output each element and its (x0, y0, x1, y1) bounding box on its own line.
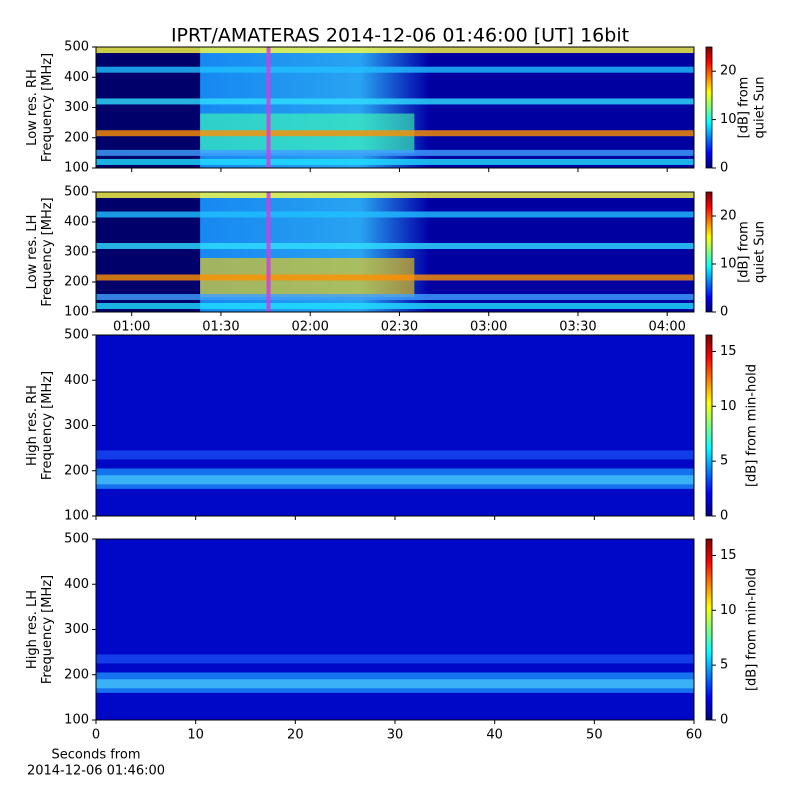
colorbar-tick-label: 15 (720, 548, 737, 563)
colorbar (705, 538, 713, 721)
spectrogram-texture (96, 130, 694, 137)
x-tick-label: 10 (187, 728, 204, 743)
spectrogram-texture (96, 294, 694, 300)
spectrogram-texture (96, 211, 694, 218)
y-tick-label: 500 (64, 40, 89, 55)
spectrogram-texture (96, 158, 694, 165)
spectrogram-texture (96, 450, 694, 460)
y-axis-label: Frequency [MHz] (40, 371, 55, 480)
x-tick-label: 30 (387, 728, 404, 743)
colorbar-tick-label: 5 (720, 658, 728, 673)
y-tick-label: 200 (64, 463, 89, 478)
colorbar-tick-label: 5 (720, 454, 728, 469)
y-tick-label: 400 (64, 373, 89, 388)
spectrogram-texture (96, 66, 694, 73)
y-tick-label: 300 (64, 622, 89, 637)
x-tick-label: 03:00 (470, 320, 507, 335)
spectrogram-texture (96, 47, 201, 168)
colorbar-tick-label: 10 (720, 257, 737, 272)
y-tick-label: 400 (64, 577, 89, 592)
spectrogram-texture (96, 149, 694, 156)
spectrogram-texture (96, 192, 694, 198)
y-tick-label: 100 (64, 161, 89, 176)
spectrogram-texture (96, 654, 694, 664)
y-axis-label: Low res. RH (25, 69, 40, 146)
colorbar-label: [dB] from (737, 77, 752, 139)
colorbar-tick-label: 10 (720, 399, 737, 414)
x-axis-label: 2014-12-06 01:46:00 (27, 764, 165, 779)
spectrogram-texture (96, 274, 694, 281)
y-axis-label: Frequency [MHz] (40, 197, 55, 306)
y-tick-label: 200 (64, 275, 89, 290)
spectrogram-texture (96, 303, 694, 309)
x-tick-label: 40 (486, 728, 503, 743)
colorbar-label: quiet Sun (753, 76, 768, 138)
spectrogram-texture (96, 243, 694, 249)
x-tick-label: 01:00 (113, 320, 150, 335)
y-tick-label: 100 (64, 713, 89, 728)
colorbar-label: [dB] from min-hold (745, 364, 760, 487)
colorbar-tick-label: 0 (720, 305, 728, 320)
x-tick-label: 03:30 (559, 320, 596, 335)
spectrogram-texture (96, 679, 694, 689)
y-axis-label: Frequency [MHz] (40, 575, 55, 684)
x-axis-label: Seconds from (51, 748, 140, 763)
x-tick-label: 02:30 (381, 320, 418, 335)
y-tick-label: 100 (64, 509, 89, 524)
spectrogram-texture (96, 98, 694, 105)
colorbar-tick-label: 0 (720, 161, 728, 176)
y-tick-label: 300 (64, 245, 89, 260)
x-tick-label: 20 (287, 728, 304, 743)
x-tick-label: 01:30 (202, 320, 239, 335)
y-tick-label: 400 (64, 70, 89, 85)
y-axis-label: Frequency [MHz] (40, 53, 55, 162)
y-tick-label: 200 (64, 130, 89, 145)
colorbar (705, 334, 713, 517)
colorbar-tick-label: 10 (720, 112, 737, 127)
colorbar-tick-label: 0 (720, 509, 728, 524)
spectrogram-texture (96, 475, 694, 485)
y-axis-label: High res. LH (25, 590, 40, 669)
y-tick-label: 100 (64, 305, 89, 320)
y-axis-label: High res. RH (25, 385, 40, 466)
x-tick-label: 02:00 (291, 320, 328, 335)
colorbar-tick-label: 0 (720, 713, 728, 728)
y-tick-label: 500 (64, 328, 89, 343)
colorbar (705, 46, 713, 169)
y-tick-label: 200 (64, 667, 89, 682)
spectrogram-background (96, 335, 694, 516)
y-tick-label: 500 (64, 532, 89, 547)
colorbar-tick-label: 15 (720, 344, 737, 359)
colorbar-label: [dB] from min-hold (745, 568, 760, 691)
figure-title: IPRT/AMATERAS 2014-12-06 01:46:00 [UT] 1… (171, 25, 629, 47)
x-tick-label: 04:00 (648, 320, 685, 335)
colorbar-label: [dB] from (737, 221, 752, 283)
colorbar (705, 191, 713, 313)
y-tick-label: 300 (64, 418, 89, 433)
colorbar-label: quiet Sun (753, 221, 768, 283)
y-axis-label: Low res. LH (25, 215, 40, 290)
y-tick-label: 400 (64, 215, 89, 230)
x-tick-label: 50 (586, 728, 603, 743)
spectrogram-texture (96, 47, 694, 54)
colorbar-tick-label: 20 (720, 209, 737, 224)
y-tick-label: 500 (64, 185, 89, 200)
colorbar-tick-label: 20 (720, 64, 737, 79)
y-tick-label: 300 (64, 100, 89, 115)
colorbar-tick-label: 10 (720, 603, 737, 618)
x-tick-label: 0 (92, 728, 100, 743)
x-tick-label: 60 (686, 728, 703, 743)
